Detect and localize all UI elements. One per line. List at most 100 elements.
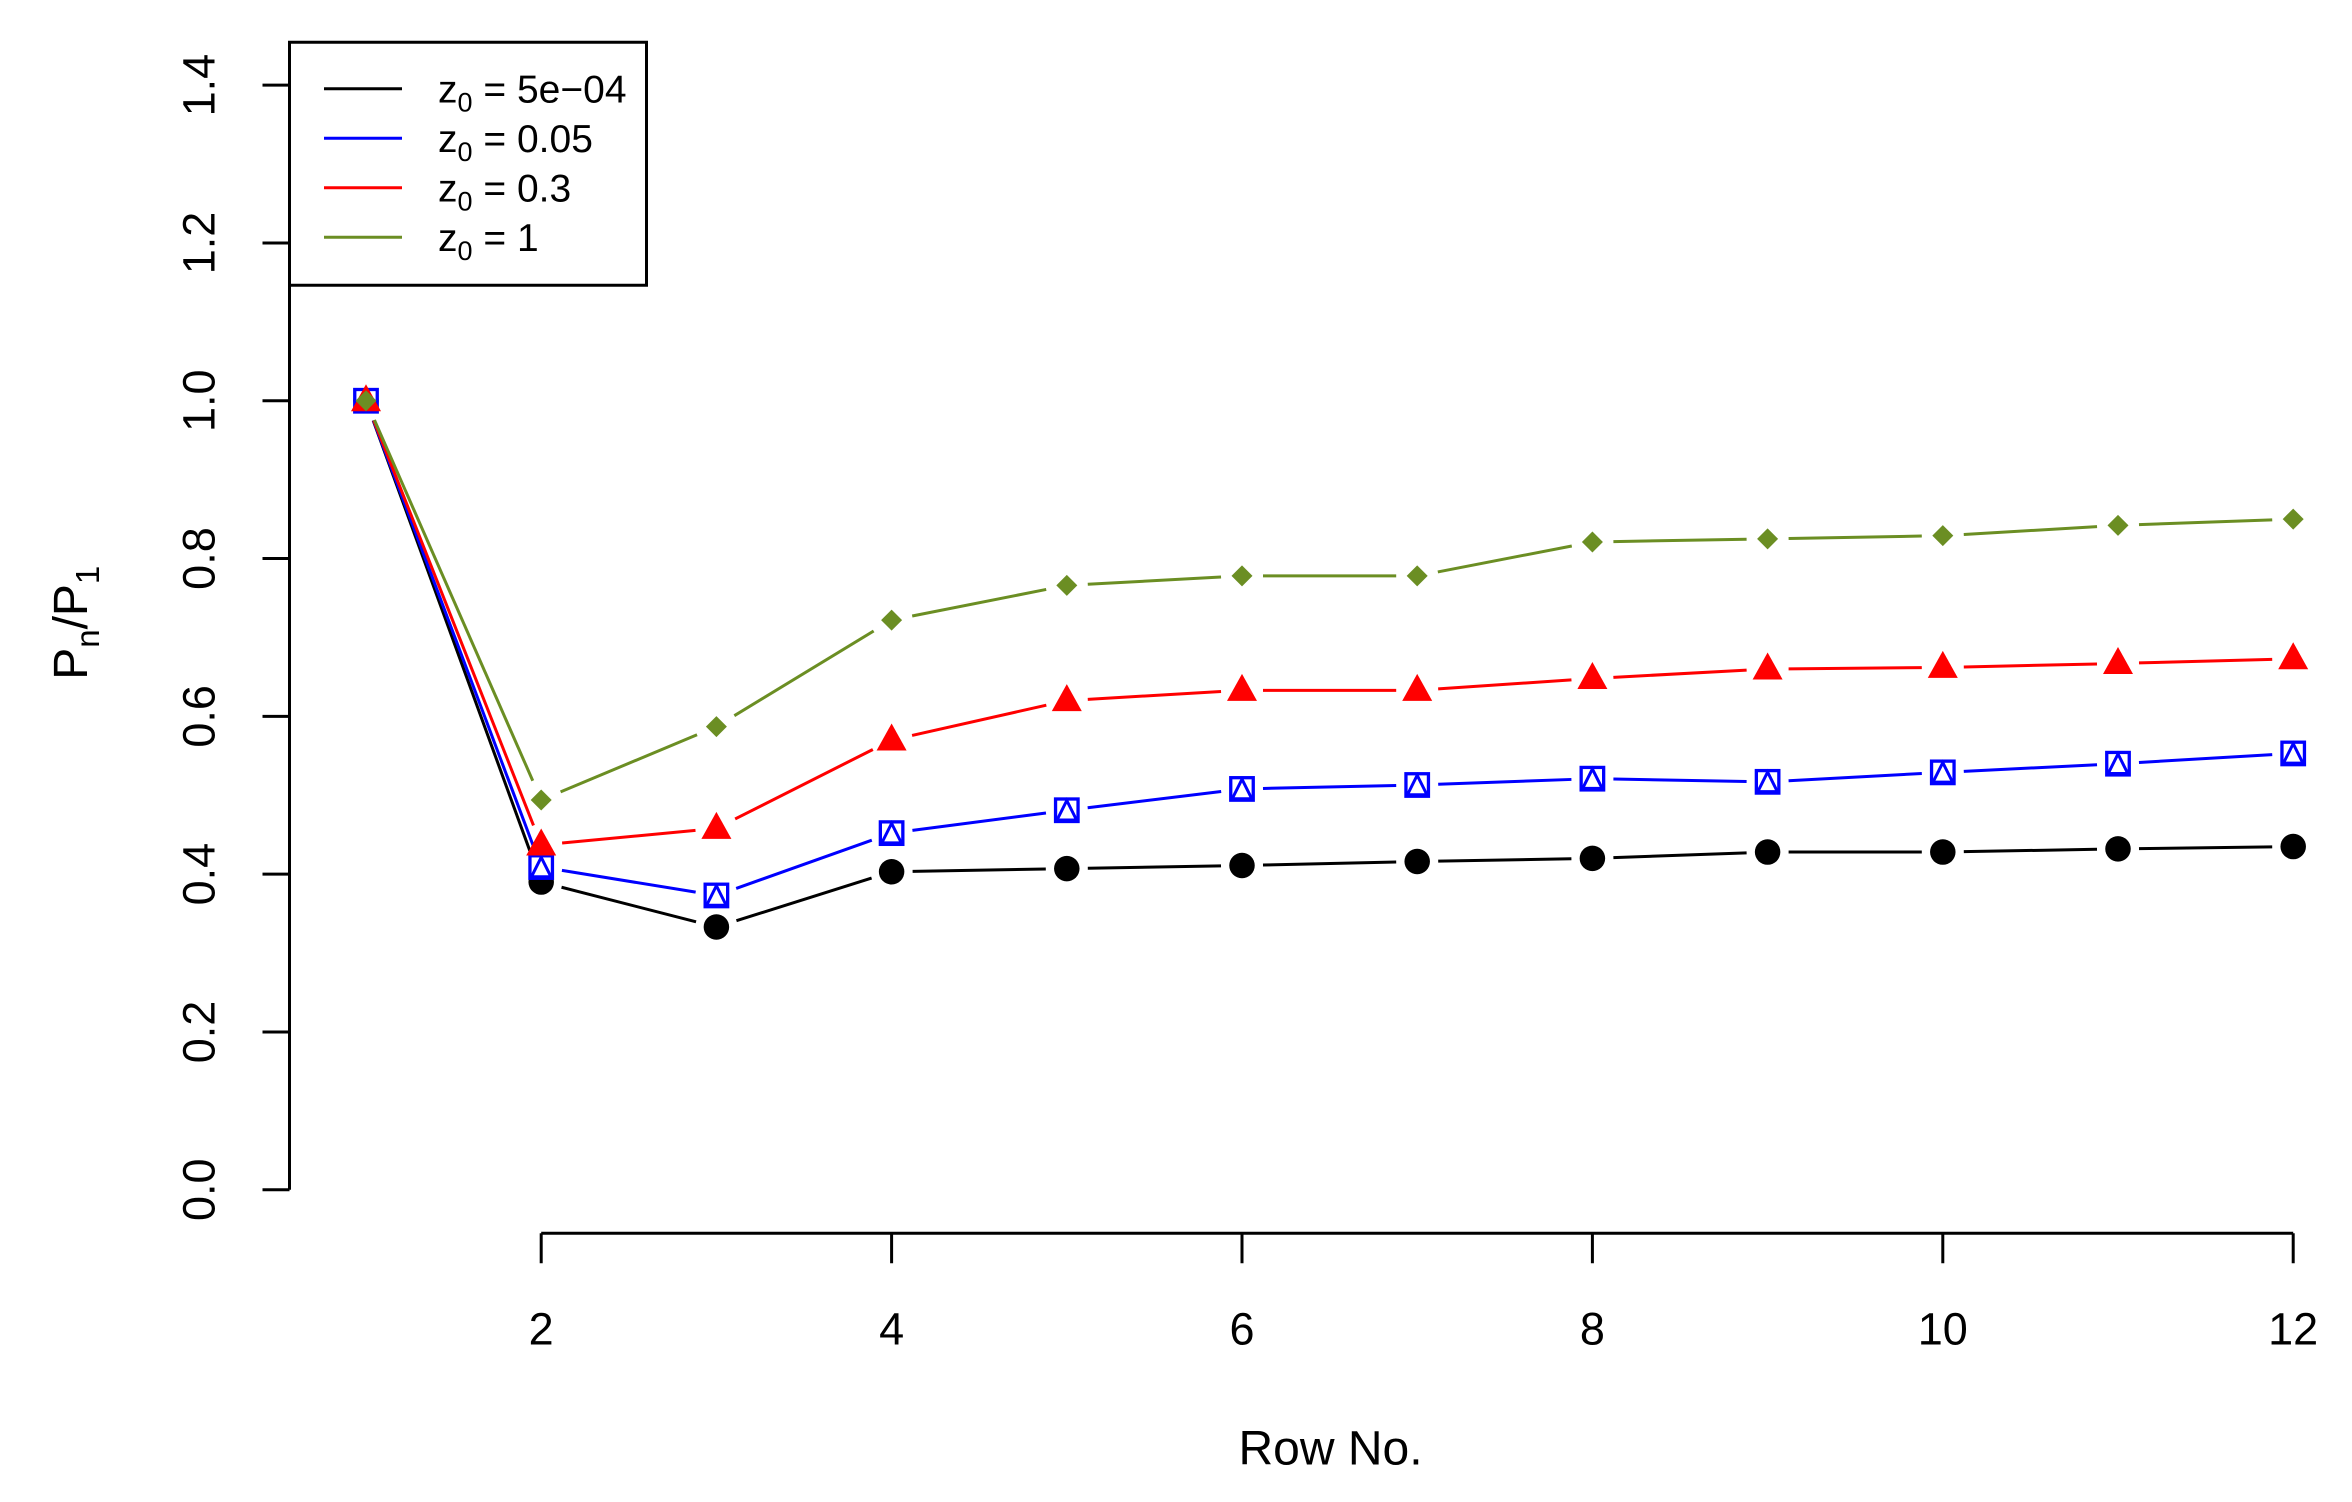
series-line-segment bbox=[373, 419, 535, 782]
data-point-triangle bbox=[1227, 673, 1257, 701]
series-line-segment bbox=[911, 703, 1047, 737]
series-line-segment bbox=[735, 876, 873, 923]
series-line-segment bbox=[2138, 753, 2273, 764]
x-tick-label: 2 bbox=[529, 1303, 554, 1354]
series-line-segment bbox=[1963, 525, 2098, 536]
data-point-square-triangle bbox=[1929, 759, 1956, 786]
series-line-segment bbox=[561, 885, 697, 924]
x-tick-label: 10 bbox=[1918, 1303, 1968, 1354]
series-line-segment bbox=[733, 629, 875, 717]
series-line-segment bbox=[1788, 534, 1922, 540]
marker-triangle bbox=[704, 882, 729, 907]
series-line-segment bbox=[2138, 845, 2273, 851]
series-line-segment bbox=[1438, 777, 1572, 786]
legend-label: z0 = 0.05 bbox=[438, 118, 593, 167]
data-point-triangle bbox=[1051, 684, 1082, 712]
data-point-square-triangle bbox=[1229, 775, 1255, 802]
series-line-segment bbox=[1613, 668, 1747, 679]
series-2 bbox=[351, 384, 2309, 856]
marker-triangle bbox=[1930, 759, 1955, 784]
data-point-circle bbox=[1754, 839, 1781, 865]
marker-triangle bbox=[1054, 797, 1079, 822]
x-tick-label: 12 bbox=[2268, 1303, 2318, 1354]
marker-triangle bbox=[879, 820, 904, 845]
series-line-segment bbox=[734, 748, 874, 821]
marker-triangle bbox=[2105, 750, 2131, 775]
data-point-square-triangle bbox=[878, 820, 905, 847]
series-line-segment bbox=[2138, 657, 2273, 665]
data-point-circle bbox=[1229, 852, 1255, 879]
series-line-segment bbox=[1613, 537, 1747, 544]
data-point-diamond bbox=[1581, 531, 1603, 553]
series-line-segment bbox=[1788, 772, 1922, 783]
series-line-segment bbox=[1262, 860, 1397, 867]
marker-triangle bbox=[2281, 740, 2306, 765]
legend-label: z0 = 1 bbox=[438, 217, 539, 266]
data-point-diamond bbox=[355, 390, 377, 412]
data-point-diamond bbox=[530, 789, 552, 811]
data-point-diamond bbox=[1231, 565, 1253, 587]
series-0 bbox=[353, 388, 2306, 940]
data-point-circle bbox=[1054, 855, 1080, 882]
data-point-diamond bbox=[1056, 574, 1078, 596]
series-line-segment bbox=[1438, 678, 1572, 691]
series-line-segment bbox=[1788, 666, 1922, 671]
data-point-square-triangle bbox=[528, 853, 555, 880]
data-point-diamond bbox=[705, 716, 727, 738]
data-point-circle bbox=[2280, 833, 2306, 860]
series-line-segment bbox=[912, 811, 1047, 832]
series-line-segment bbox=[561, 868, 696, 894]
x-axis-label: Row No. bbox=[1238, 1422, 1422, 1475]
series-line-segment bbox=[735, 838, 873, 890]
series-line-segment bbox=[1087, 789, 1222, 810]
data-point-diamond bbox=[2107, 514, 2129, 536]
data-point-square-triangle bbox=[1579, 765, 1606, 792]
series-line-segment bbox=[372, 419, 535, 826]
marker-triangle bbox=[1229, 775, 1255, 801]
marker-triangle bbox=[1405, 771, 1430, 797]
data-point-circle bbox=[878, 859, 905, 885]
data-point-triangle bbox=[2103, 646, 2133, 674]
data-point-diamond bbox=[881, 609, 903, 631]
data-point-square-triangle bbox=[2280, 740, 2307, 767]
legend-label: z0 = 5e−04 bbox=[438, 68, 627, 117]
y-tick-label: 0.2 bbox=[174, 1001, 225, 1064]
series-line-segment bbox=[1438, 857, 1572, 863]
data-point-square-triangle bbox=[1404, 771, 1431, 798]
axes: 0.0 0.2 0.4 0.6 0.8 1.0 1.2 1.4 2 4 6 8 10 12 bbox=[174, 54, 2319, 1354]
series-line-segment bbox=[1613, 851, 1747, 860]
x-tick-label: 4 bbox=[879, 1303, 904, 1354]
data-point-triangle bbox=[1927, 650, 1958, 678]
y-tick-label: 0.8 bbox=[174, 527, 225, 590]
data-point-square-triangle bbox=[1053, 797, 1080, 824]
marker-triangle bbox=[529, 853, 554, 879]
marker-triangle bbox=[1755, 768, 1780, 794]
y-axis-label: Pn/P1 bbox=[45, 566, 106, 680]
series-line-segment bbox=[1963, 847, 2098, 854]
data-point-triangle bbox=[876, 723, 907, 751]
data-point-square-triangle bbox=[2105, 750, 2131, 777]
data-point-square-triangle bbox=[703, 882, 730, 909]
series-line-segment bbox=[1087, 575, 1222, 586]
series-line-segment bbox=[1087, 864, 1222, 870]
series-line-segment bbox=[1087, 690, 1222, 701]
y-tick-label: 0.4 bbox=[174, 843, 225, 906]
series-3 bbox=[355, 390, 2304, 811]
series-line-segment bbox=[561, 828, 696, 845]
x-tick-label: 6 bbox=[1229, 1303, 1254, 1354]
data-point-triangle bbox=[526, 828, 557, 856]
legend-label: z0 = 0.3 bbox=[438, 167, 571, 216]
y-tick-label: 1.2 bbox=[174, 212, 225, 275]
series-line-segment bbox=[912, 867, 1046, 873]
data-point-diamond bbox=[1932, 525, 1954, 547]
data-point-circle bbox=[1404, 848, 1430, 875]
legend-box bbox=[288, 40, 648, 287]
marker-triangle bbox=[1580, 765, 1605, 790]
data-point-diamond bbox=[2282, 508, 2304, 530]
data-point-square-triangle bbox=[1754, 768, 1781, 795]
series-line-segment bbox=[371, 419, 536, 848]
y-tick-label: 0.0 bbox=[174, 1158, 225, 1221]
data-point-circle bbox=[703, 914, 730, 940]
series-line-segment bbox=[911, 587, 1047, 618]
series-line-segment bbox=[559, 733, 698, 794]
